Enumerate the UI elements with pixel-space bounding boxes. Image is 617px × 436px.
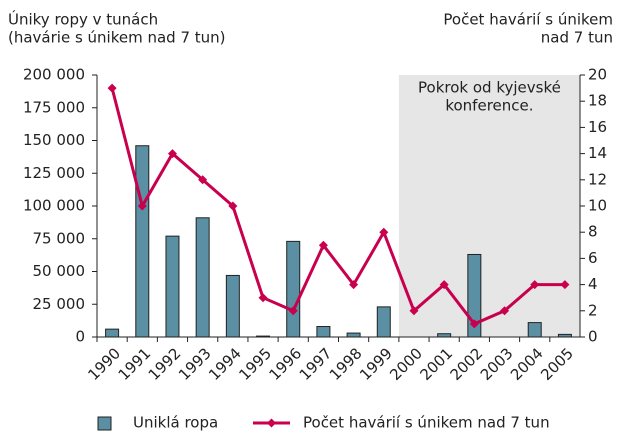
y-axis-title: Úniky ropy v tunách (8, 10, 158, 29)
y2-tick-label: 20 (588, 66, 607, 84)
line-marker (228, 201, 238, 211)
y2-tick-label: 8 (588, 223, 598, 241)
line-marker (379, 227, 389, 237)
line-marker (409, 306, 419, 316)
bar (316, 326, 331, 338)
legend-label: Uniklá ropa (133, 414, 218, 432)
legend-marker (267, 418, 276, 428)
bar (225, 274, 240, 338)
x-tick-label: 2003 (477, 344, 517, 384)
annotation: konference. (445, 97, 533, 115)
y-tick-label: 0 (75, 328, 85, 346)
legend-swatch (97, 416, 112, 431)
y-tick-label: 200 000 (23, 66, 85, 84)
y-tick-label: 150 000 (23, 131, 85, 149)
bar (135, 145, 150, 338)
shaded-region (398, 75, 580, 337)
legend-label: Počet havárií s únikem nad 7 tun (303, 414, 550, 432)
y-tick-label: 75 000 (33, 229, 86, 247)
y-tick-label: 175 000 (23, 98, 85, 116)
x-tick-label: 1991 (115, 344, 155, 384)
line-marker (560, 280, 570, 290)
x-tick-label: 2004 (507, 344, 547, 384)
y2-tick-label: 10 (588, 197, 607, 215)
x-tick-label: 1994 (205, 344, 245, 384)
y2-tick-label: 0 (588, 328, 598, 346)
x-tick-label: 1990 (84, 344, 124, 384)
y2-tick-label: 4 (588, 275, 598, 293)
y-tick-label: 100 000 (23, 197, 85, 215)
line-marker (288, 306, 298, 316)
bar (527, 322, 542, 338)
line-marker (439, 280, 449, 290)
y2-tick-label: 6 (588, 249, 598, 267)
bar (286, 240, 301, 338)
bar (376, 306, 391, 338)
y-tick-label: 50 000 (33, 262, 86, 280)
line-marker (469, 319, 479, 329)
y-tick-label: 25 000 (33, 295, 86, 313)
x-tick-label: 2000 (386, 344, 426, 384)
line-marker (167, 149, 177, 159)
y-axis-title: (havárie s únikem nad 7 tun) (8, 29, 226, 47)
line-marker (530, 280, 540, 290)
y2-axis-title: nad 7 tun (541, 29, 613, 47)
y2-tick-label: 12 (588, 170, 607, 188)
x-tick-label: 1997 (296, 344, 336, 384)
annotation: Pokrok od kyjevské (418, 79, 561, 97)
line-marker (198, 175, 208, 185)
y2-tick-label: 18 (588, 92, 607, 110)
x-tick-label: 2005 (537, 344, 577, 384)
y2-tick-label: 2 (588, 301, 598, 319)
bar (195, 217, 210, 338)
y2-tick-label: 14 (588, 144, 607, 162)
bar (165, 235, 180, 338)
x-tick-label: 1992 (145, 344, 185, 384)
line-marker (137, 201, 147, 211)
line-marker (500, 306, 510, 316)
y2-axis-title: Počet havárií s únikem (443, 11, 613, 29)
x-tick-label: 2002 (447, 344, 487, 384)
y-tick-label: 125 000 (23, 164, 85, 182)
x-tick-label: 1998 (326, 344, 366, 384)
line-marker (258, 293, 268, 303)
line-marker (318, 240, 328, 250)
x-tick-label: 1996 (265, 344, 305, 384)
x-tick-label: 1995 (235, 344, 275, 384)
y2-tick-label: 16 (588, 118, 607, 136)
bar (105, 328, 120, 338)
line-marker (349, 280, 359, 290)
bar (346, 332, 361, 338)
line-marker (107, 83, 117, 93)
x-tick-label: 1999 (356, 344, 396, 384)
x-tick-label: 1993 (175, 344, 215, 384)
line (110, 87, 565, 326)
x-tick-label: 2001 (416, 344, 456, 384)
